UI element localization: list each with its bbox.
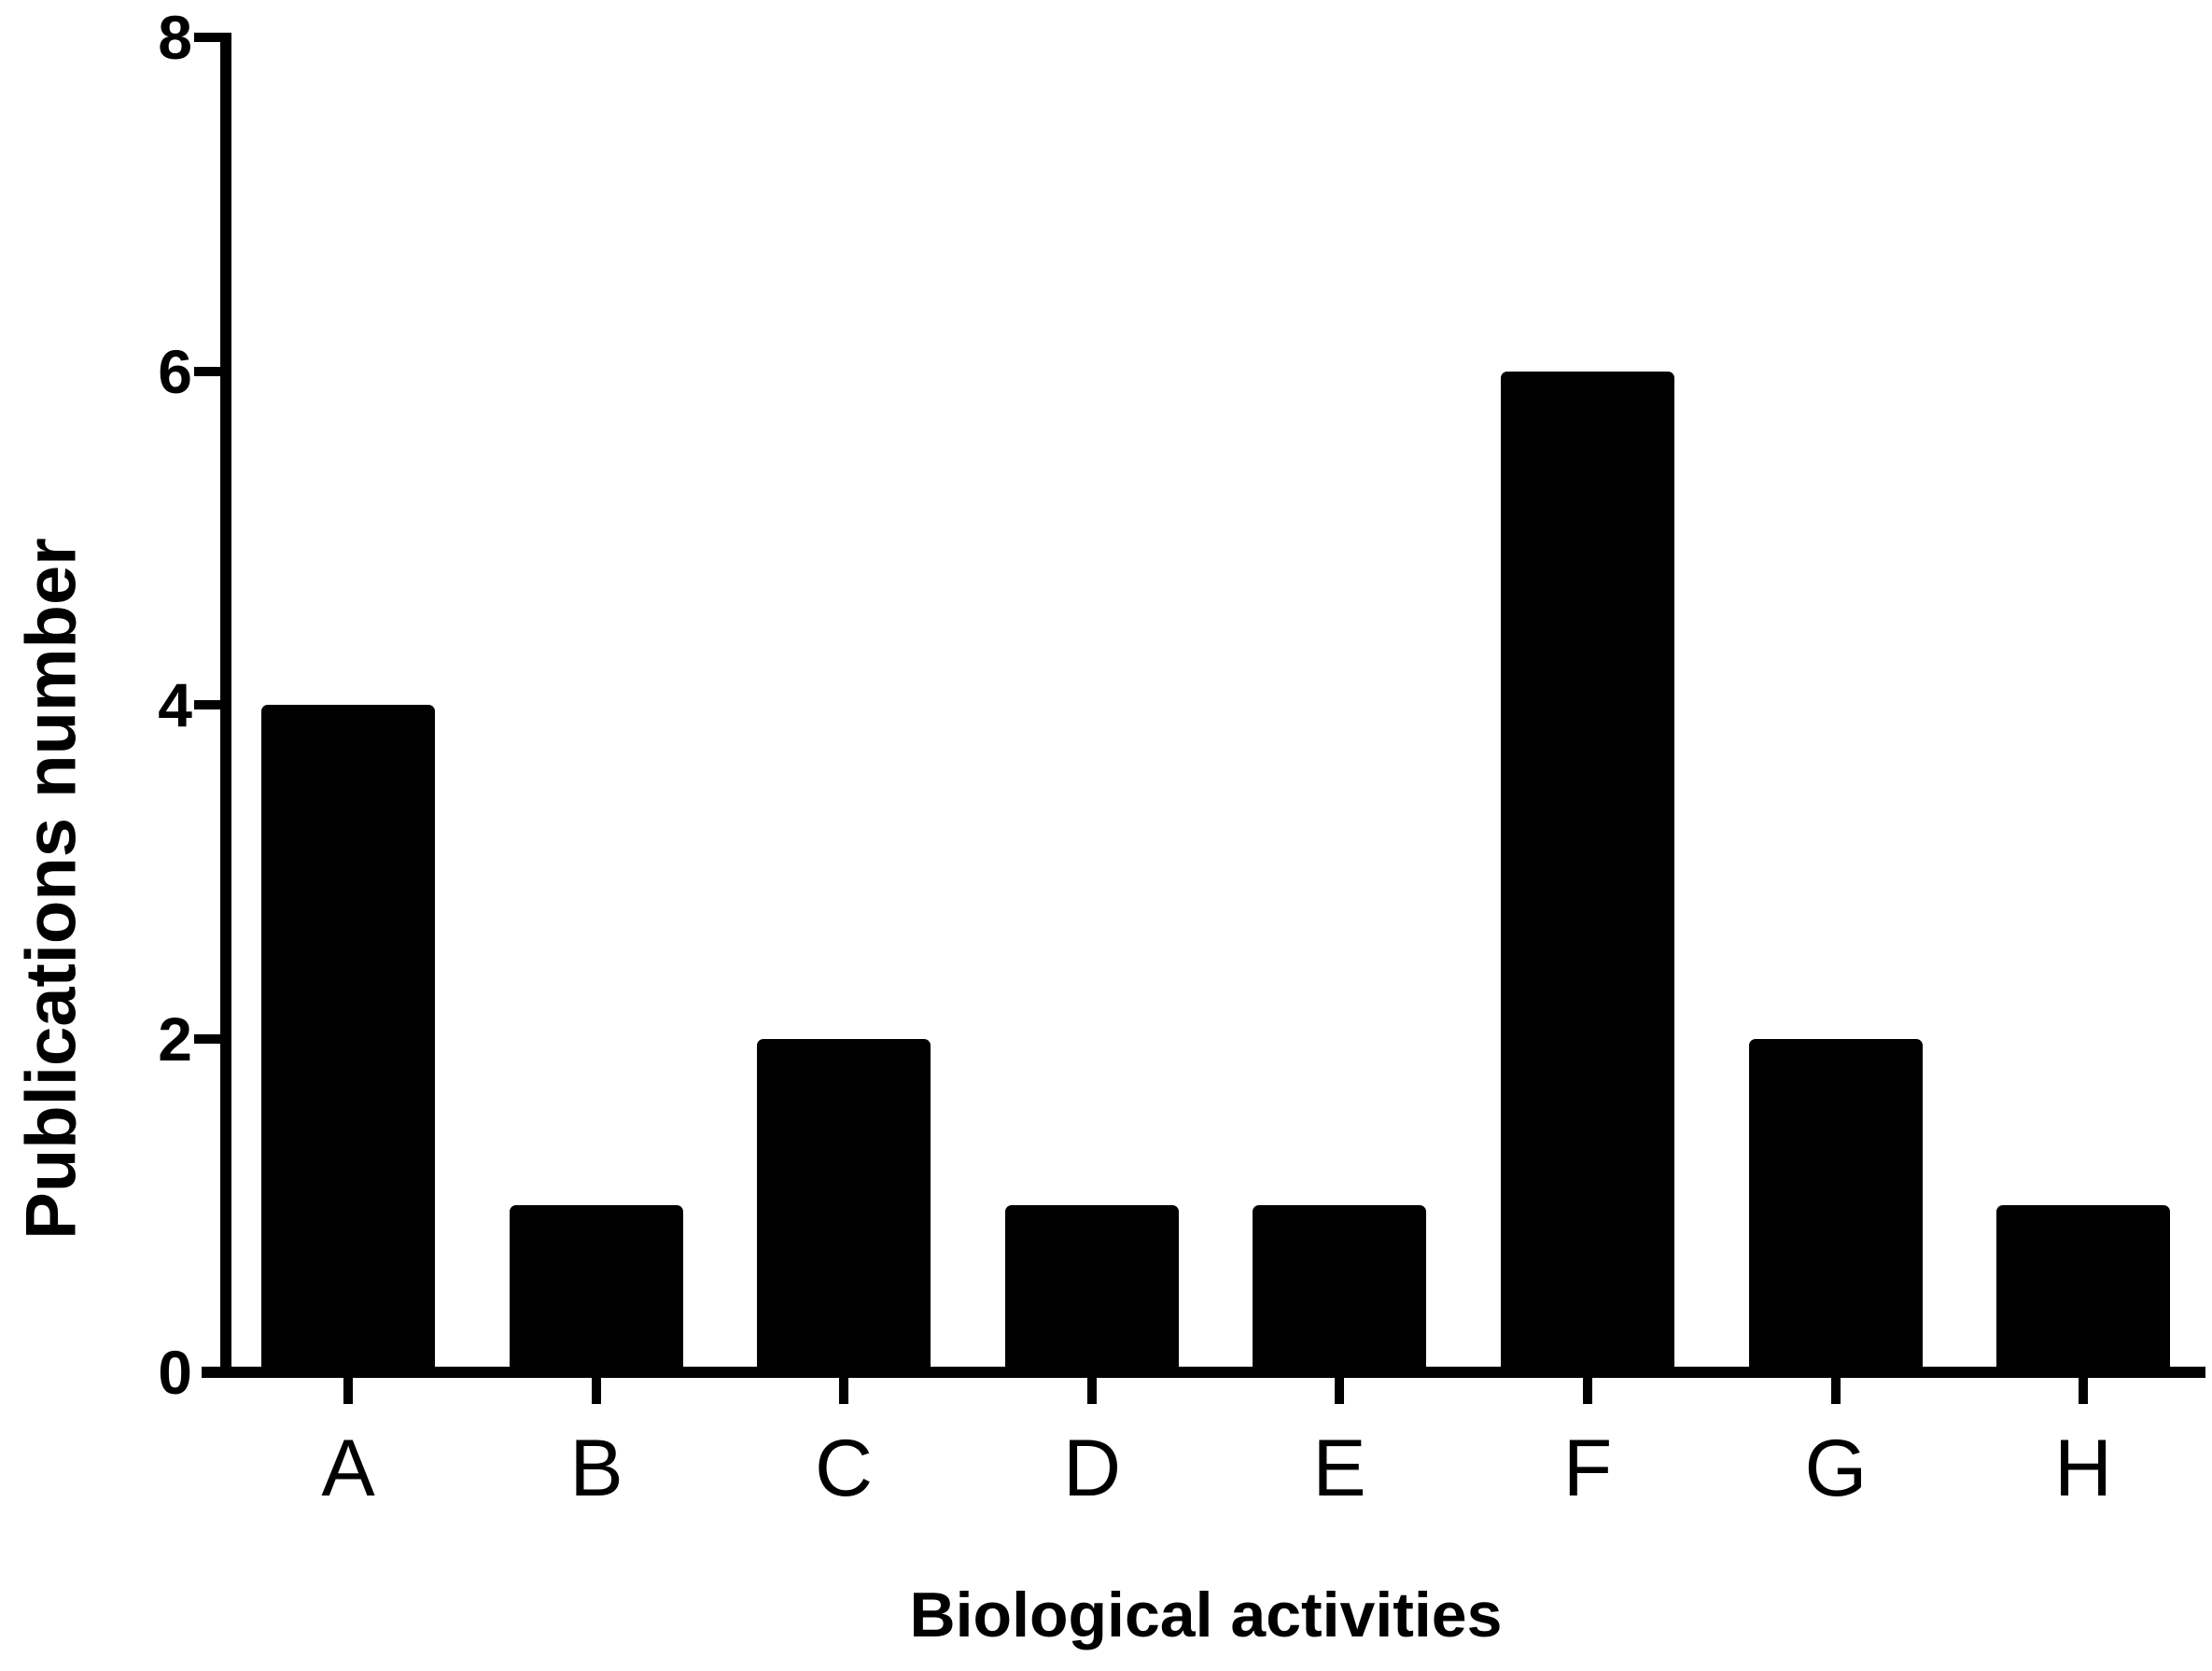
y-tick-mark — [194, 33, 220, 42]
x-tick-mark — [839, 1378, 848, 1404]
x-tick-mark — [343, 1378, 353, 1404]
x-axis-title: Biological activities — [909, 1580, 1503, 1650]
x-tick-mark — [1831, 1378, 1841, 1404]
x-tick-label: B — [569, 1424, 623, 1513]
y-tick-mark — [194, 700, 220, 709]
y-tick-label: 2 — [158, 1004, 192, 1074]
y-tick-mark — [194, 1034, 220, 1044]
y-tick-mark — [194, 367, 220, 376]
x-tick-mark — [1583, 1378, 1592, 1404]
x-tick-label: F — [1562, 1424, 1613, 1513]
bar-D — [1005, 1205, 1179, 1367]
x-tick-mark — [2079, 1378, 2088, 1404]
x-tick-label: A — [321, 1424, 375, 1513]
bar-A — [261, 705, 435, 1367]
y-tick-label: 4 — [158, 670, 192, 739]
x-tick-label: G — [1804, 1424, 1868, 1513]
bar-G — [1749, 1039, 1923, 1368]
bar-B — [510, 1205, 683, 1367]
y-tick-label: 8 — [158, 3, 192, 72]
x-tick-mark — [1087, 1378, 1097, 1404]
x-tick-label: C — [814, 1424, 874, 1513]
x-tick-label: E — [1312, 1424, 1366, 1513]
bar-F — [1501, 372, 1674, 1368]
x-tick-mark — [592, 1378, 601, 1404]
bar-H — [1996, 1205, 2170, 1367]
y-axis-line — [220, 33, 231, 1378]
x-tick-label: D — [1062, 1424, 1122, 1513]
y-tick-label: 6 — [158, 337, 192, 406]
x-tick-mark — [1335, 1378, 1344, 1404]
bar-E — [1253, 1205, 1426, 1367]
x-tick-label: H — [2053, 1424, 2113, 1513]
y-axis-title: Publications number — [11, 538, 91, 1240]
y-tick-label: 0 — [158, 1338, 192, 1407]
x-axis-line — [202, 1367, 2205, 1378]
bar-C — [757, 1039, 931, 1368]
